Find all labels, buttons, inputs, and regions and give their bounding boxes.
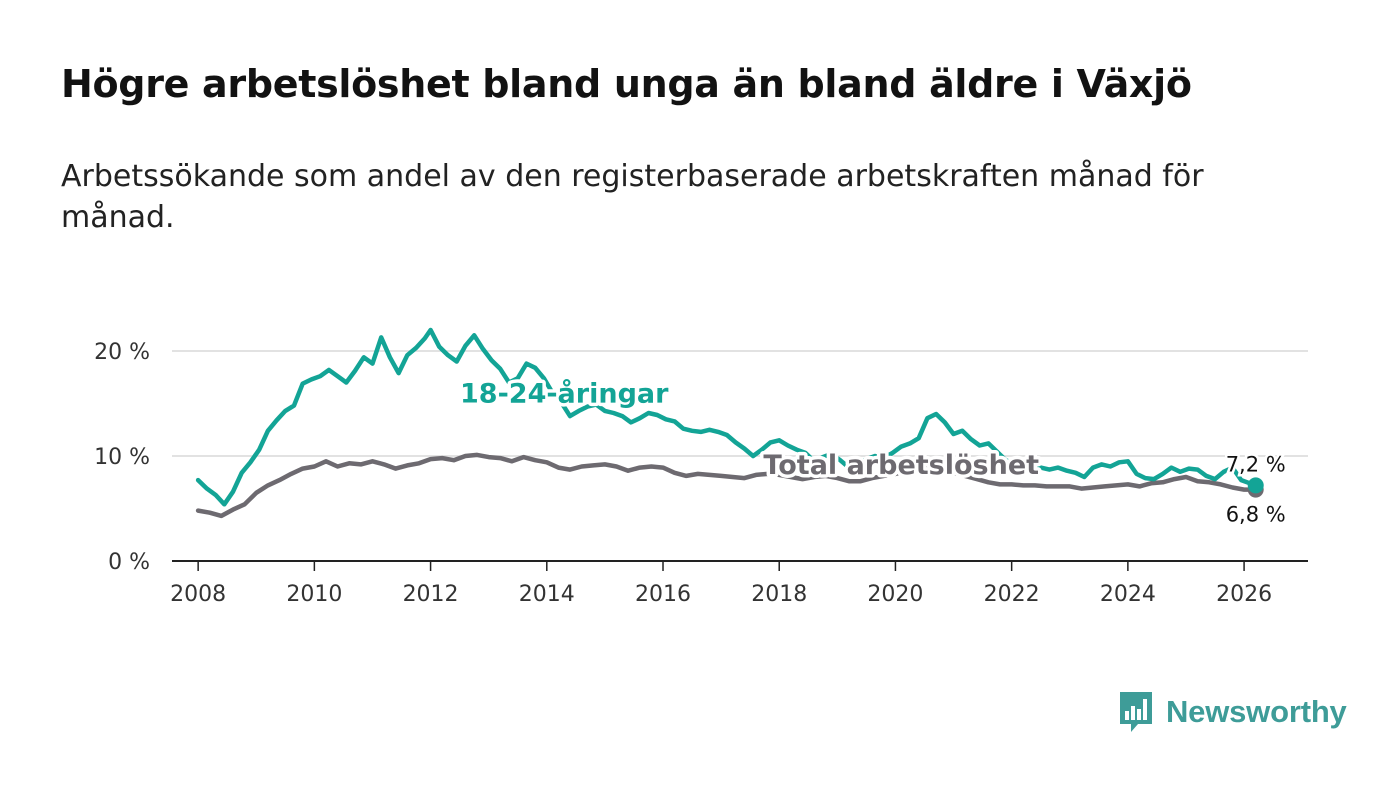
chart-subtitle: Arbetssökande som andel av den registerb… xyxy=(61,159,1204,235)
x-tick-label: 2020 xyxy=(867,582,923,607)
x-tick-label: 2010 xyxy=(286,582,342,607)
brand-name: Newsworthy xyxy=(1166,694,1347,729)
series-end-point-youth xyxy=(1247,477,1264,494)
x-tick-label: 2024 xyxy=(1100,582,1156,607)
newsworthy-logo-icon xyxy=(1120,692,1152,732)
gridlines xyxy=(172,350,1308,457)
y-tick-label: 0 % xyxy=(108,550,150,575)
y-tick-label: 10 % xyxy=(94,445,150,470)
end-value-label-total: 6,8 % xyxy=(1226,503,1286,527)
x-tick-label: 2008 xyxy=(170,582,226,607)
x-tick-label: 2026 xyxy=(1216,582,1272,607)
x-tick-label: 2018 xyxy=(751,582,807,607)
x-tick-label: 2016 xyxy=(635,582,691,607)
x-tick-label: 2014 xyxy=(519,582,575,607)
series-labels: Total arbetslöshet 18-24-åringar 6,8 % 7,2 … xyxy=(457,374,1289,529)
line-chart: 0 % 10 % 20 % 2008 2010 2012 2014 2016 2018 2020 2… xyxy=(94,327,1308,607)
brand-logo: Newsworthy xyxy=(1118,690,1347,734)
axes: 0 % 10 % 20 % 2008 2010 2012 2014 2016 2018 2020 2… xyxy=(94,340,1308,607)
series-label-total: Total arbetslöshet xyxy=(763,450,1039,481)
x-tick-label: 2022 xyxy=(984,582,1040,607)
series-line-youth xyxy=(195,327,1258,507)
end-value-label-youth: 7,2 % xyxy=(1226,452,1286,476)
x-tick-label: 2012 xyxy=(403,582,459,607)
y-tick-label: 20 % xyxy=(94,340,150,365)
series-line-total xyxy=(195,452,1258,519)
series-lines xyxy=(195,327,1264,519)
chart-title: Högre arbetslöshet bland unga än bland ä… xyxy=(61,62,1192,106)
series-label-youth: 18-24-åringar xyxy=(460,377,669,409)
